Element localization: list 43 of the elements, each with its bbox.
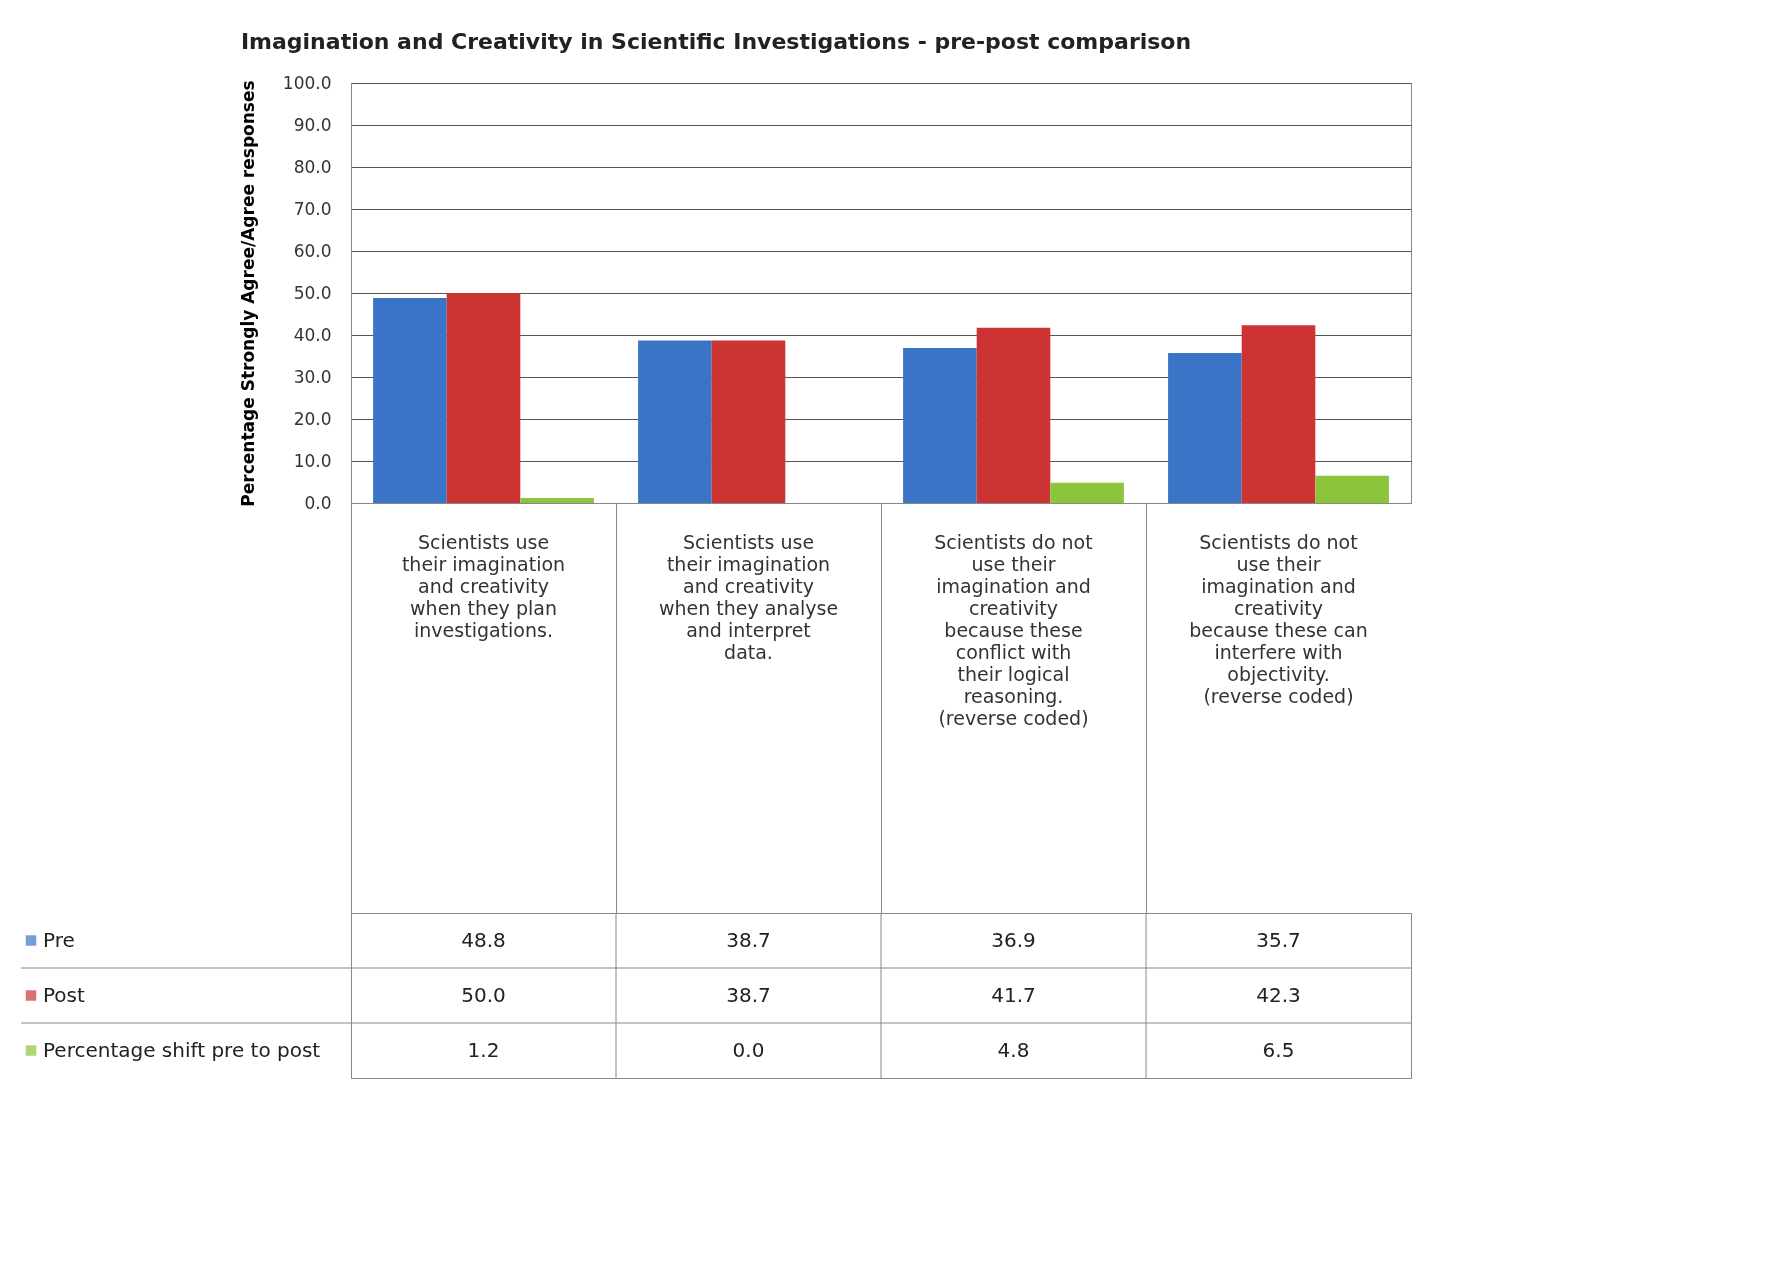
data-label: 35.7	[1256, 927, 1301, 952]
y-tick-label: 30.0	[293, 366, 332, 387]
data-label: 42.3	[1256, 982, 1301, 1007]
bar	[373, 298, 447, 503]
bar	[520, 497, 594, 503]
category-label: Scientists do not use their imagination and creativity because these conflict with their logical reasoning. (reverse coded)	[934, 530, 1093, 729]
data-label: 38.7	[726, 927, 771, 952]
bar	[446, 293, 521, 503]
chart-title: Imagination and Creativity in Scientific Investigations - pre-post comparison	[240, 28, 1192, 54]
data-label: 1.2	[467, 1037, 500, 1062]
bar	[976, 327, 1051, 503]
y-tick-label: 20.0	[293, 408, 332, 429]
y-tick-label: 50.0	[293, 282, 332, 303]
data-label: 48.8	[461, 927, 506, 952]
y-tick-label: 0.0	[304, 492, 332, 513]
data-label: 0.0	[732, 1037, 765, 1062]
y-tick-label: 90.0	[293, 114, 332, 135]
y-tick-label: 10.0	[293, 450, 332, 471]
legend-label: Percentage shift pre to post	[43, 1037, 321, 1062]
legend-label: Post	[43, 982, 85, 1007]
data-label: 36.9	[991, 927, 1036, 952]
bar	[638, 340, 712, 503]
data-label: 4.8	[997, 1037, 1030, 1062]
y-tick-label: 40.0	[293, 324, 332, 345]
bar	[903, 348, 977, 503]
y-axis-title: Percentage Strongly Agree/Agree responses	[237, 80, 258, 507]
bar	[1315, 475, 1389, 503]
legend-label: Pre	[43, 927, 75, 952]
x-tick-label: Scientists do not use their imagination and creativity because these can interfere with objectivity. (reverse coded)	[1189, 530, 1368, 707]
data-label: 41.7	[991, 982, 1036, 1007]
data-label: 38.7	[726, 982, 771, 1007]
x-tick-label: Scientists use their imagination and creativity when they plan investigations.	[401, 530, 566, 641]
bar	[711, 340, 786, 503]
bar	[1241, 325, 1316, 503]
data-label: 6.5	[1262, 1037, 1295, 1062]
bar	[1168, 353, 1242, 503]
y-tick-label: 80.0	[293, 156, 332, 177]
y-tick-label: 60.0	[293, 240, 332, 261]
x-tick-label: Scientists use their imagination and creativity when they analyse and interpret data.	[658, 530, 839, 663]
data-label: 50.0	[461, 982, 506, 1007]
y-tick-label: 100.0	[282, 72, 332, 93]
y-tick-label: 70.0	[293, 198, 332, 219]
bar	[1050, 482, 1124, 503]
